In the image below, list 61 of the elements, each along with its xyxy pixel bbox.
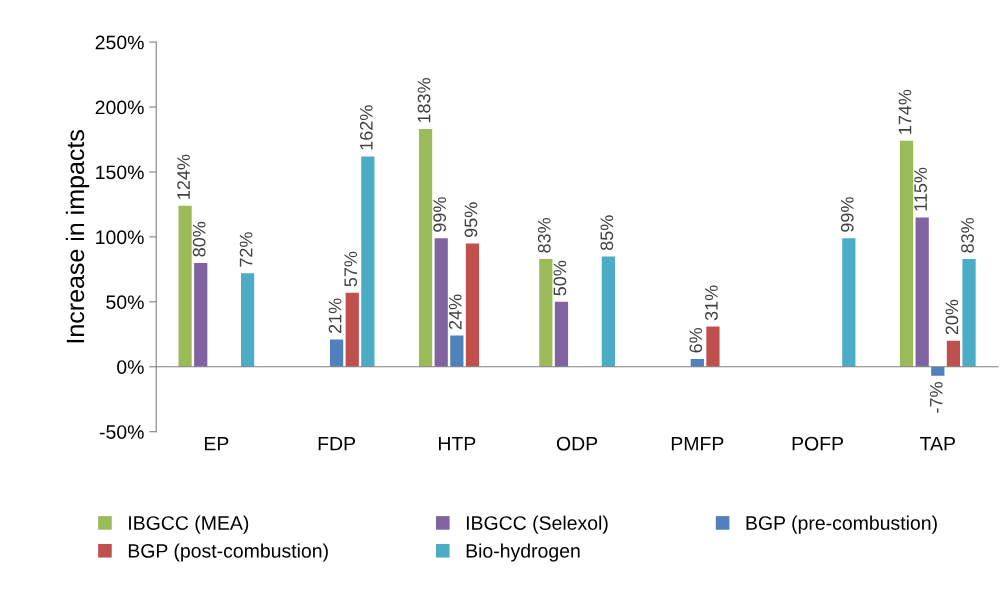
bar [962,258,976,367]
y-tick-label: 150% [96,165,144,180]
data-label: 99% [840,197,854,232]
bar [178,205,192,367]
data-label: 95% [464,202,478,237]
y-tick-label: 0% [117,360,144,375]
x-tick-label: HTP [438,436,476,451]
data-label: 183% [417,78,431,123]
data-label: 80% [192,221,206,257]
data-label: 72% [239,232,253,267]
y-tick-label: 100% [96,230,144,245]
data-label: 85% [600,215,614,251]
y-axis-title: Increase in impacts [65,130,90,343]
bar [241,273,255,367]
data-label: 83% [537,217,551,253]
x-tick-label: FDP [318,436,356,451]
data-label: 115% [914,167,928,211]
bar [554,301,569,367]
bar [361,156,375,367]
legend-label: IBGCC (MEA) [129,515,249,534]
bar [946,340,961,367]
data-label: 21% [328,298,342,334]
bar [899,140,914,367]
x-tick-label: EP [204,436,229,451]
data-label: 124% [177,154,190,199]
bar [329,339,344,367]
bar [194,262,208,367]
bar [539,258,553,367]
y-tick-label: 200% [95,100,144,115]
bar [434,238,448,367]
data-label: 20% [945,299,959,335]
x-tick-label: PMFP [671,436,724,451]
data-label: 83% [961,217,974,253]
legend-label: BGP (post-combustion) [128,543,328,562]
bar [915,217,929,367]
data-label: 50% [553,260,567,296]
data-label: 174% [898,89,912,134]
y-tick-label: -50% [99,425,144,439]
legend-label: IBGCC (Selexol) [466,515,608,534]
bar [345,292,359,367]
data-label: -7% [929,382,943,413]
y-tick-label: 50% [106,295,144,310]
bar [601,256,615,367]
legend-label: BGP (pre-combustion) [746,515,937,534]
bar [931,366,945,376]
data-label: 6% [689,327,703,353]
bar [418,129,433,367]
data-label: 24% [448,294,462,330]
bar [842,238,856,367]
bar [465,243,480,367]
data-label: 57% [344,251,358,287]
bar [706,326,720,367]
bar [450,335,464,367]
data-label: 162% [359,105,373,150]
data-label: 31% [705,285,718,321]
data-label: 99% [433,197,447,232]
x-tick-label: TAP [920,436,955,451]
legend-label: Bio-hydrogen [466,543,580,562]
x-tick-label: ODP [556,436,598,451]
y-tick-label: 250% [95,35,144,50]
x-tick-label: POFP [792,436,843,451]
